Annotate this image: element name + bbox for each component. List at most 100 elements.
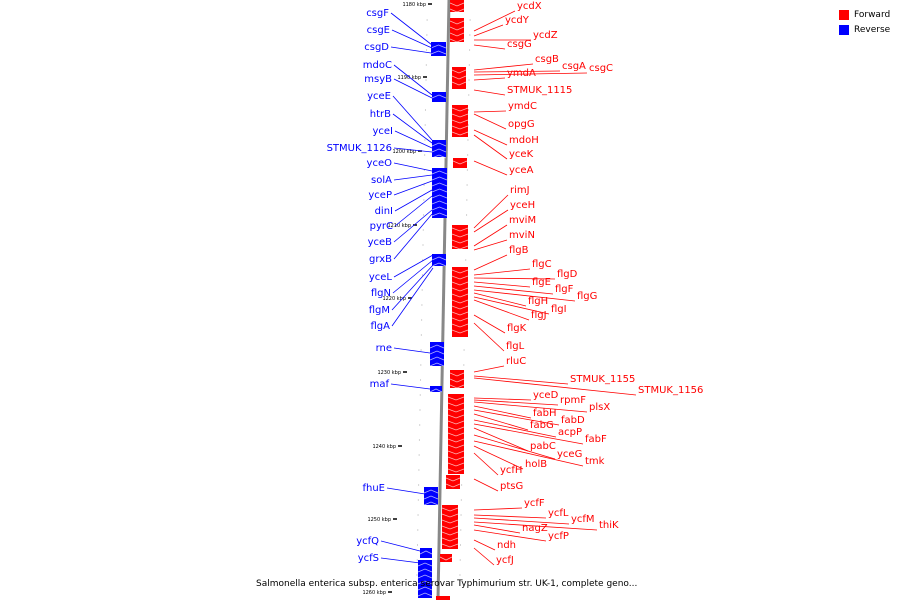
reverse-gene-label[interactable]: fhuE [362,483,385,494]
forward-gene-label[interactable]: ptsG [500,481,523,492]
reverse-gene-connector [391,264,434,311]
forward-gene-label[interactable]: ycfM [571,514,595,525]
forward-gene-label[interactable]: ycdZ [533,30,558,41]
forward-gene-label[interactable]: fabG [530,420,554,431]
forward-gene-label[interactable]: yceG [557,449,582,460]
forward-gene-label[interactable]: ycfF [524,498,545,509]
forward-gene-label[interactable]: ycdX [517,1,542,12]
forward-gene-label[interactable]: ycdY [505,15,530,26]
forward-gene-label[interactable]: csgG [507,39,532,50]
forward-gene-label[interactable]: yceH [510,200,535,211]
reverse-gene-label[interactable]: dinI [375,206,393,217]
forward-gene-block-chevron [447,426,465,431]
tick-label: 1230 kbp [377,370,401,376]
forward-gene-block-chevron [447,420,465,425]
forward-gene-block-chevron [447,444,465,449]
reverse-gene-label[interactable]: htrB [370,109,391,120]
forward-gene-label[interactable]: mdoH [509,135,539,146]
forward-gene-label[interactable]: STMUK_1156 [638,385,703,396]
forward-gene-label[interactable]: flgG [577,291,597,302]
forward-gene-label[interactable]: STMUK_1115 [507,85,572,96]
forward-gene-label[interactable]: flgK [507,323,527,334]
forward-gene-label[interactable]: csgB [535,54,559,65]
forward-gene-label[interactable]: ymdA [507,68,536,79]
forward-gene-label[interactable]: rpmF [560,395,586,406]
forward-gene-label[interactable]: ycfJ [496,555,514,566]
reverse-gene-label[interactable]: solA [371,175,392,186]
forward-gene-label[interactable]: nagZ [522,523,548,534]
forward-gene-label[interactable]: ycfH [500,465,522,476]
forward-gene-label[interactable]: flgJ [531,310,547,321]
reverse-gene-labels: csgF csgE csgD mdoC msyB yceE htrB yceI STMUK_11… [327,8,434,564]
reverse-gene-connector [391,29,433,49]
forward-gene-label[interactable]: thiK [599,520,619,531]
reverse-gene-label[interactable]: STMUK_1126 [327,143,392,154]
reverse-gene-label[interactable]: ycfQ [356,536,379,547]
forward-gene-label[interactable]: flgF [555,284,574,295]
forward-gene-connector [473,70,561,73]
forward-gene-label[interactable]: flgI [551,304,567,315]
reverse-gene-label[interactable]: csgD [364,42,389,53]
forward-gene-label[interactable]: flgL [506,341,525,352]
reverse-gene-label[interactable]: maf [370,379,390,390]
reverse-gene-label[interactable]: flgA [371,321,391,332]
reverse-gene-connector [394,195,433,227]
forward-gene-label[interactable]: flgE [532,277,551,288]
forward-gene-label[interactable]: pabC [530,441,556,452]
forward-gene-block-chevron [445,483,461,488]
forward-gene-block [440,554,452,562]
reverse-gene-label[interactable]: yceL [369,272,393,283]
reverse-gene-label[interactable]: mdoC [363,60,392,71]
reverse-gene-label[interactable]: pyrC [370,221,393,232]
forward-gene-connector [473,224,508,247]
forward-gene-label[interactable]: ycfP [548,531,569,542]
forward-gene-label[interactable]: flgB [509,245,529,256]
forward-gene-label[interactable]: ymdC [508,101,537,112]
forward-gene-label[interactable]: rluC [506,356,526,367]
reverse-gene-label[interactable]: flgM [369,305,390,316]
reverse-gene-label[interactable]: yceP [368,190,392,201]
reverse-gene-label[interactable]: csgE [367,25,390,36]
forward-gene-label[interactable]: ndh [497,540,516,551]
forward-gene-label[interactable]: holB [525,459,547,470]
reverse-gene-label[interactable]: grxB [369,254,392,265]
reverse-gene-label[interactable]: yceE [367,91,391,102]
forward-gene-label[interactable]: yceD [533,390,559,401]
forward-gene-label[interactable]: mviM [509,215,536,226]
reverse-gene-label[interactable]: ycfS [358,553,379,564]
forward-gene-label[interactable]: fabH [533,408,557,419]
forward-gene-label[interactable]: STMUK_1155 [570,374,635,385]
forward-gene-label[interactable]: flgD [557,269,578,280]
reverse-gene-connector [392,95,433,141]
tick-label: 1200 kbp [392,149,416,155]
reverse-gene-label[interactable]: yceO [367,158,393,169]
reverse-gene-label[interactable]: csgF [366,8,389,19]
forward-gene-label[interactable]: csgC [589,63,613,74]
forward-gene-label[interactable]: acpP [558,427,582,438]
forward-gene-label[interactable]: flgC [532,259,552,270]
reverse-gene-label[interactable]: yceI [372,126,393,137]
forward-gene-label[interactable]: opgG [508,119,535,130]
reverse-gene-label[interactable]: msyB [364,74,392,85]
forward-gene-block-chevron [451,293,469,298]
forward-gene-label[interactable]: mviN [509,230,535,241]
reverse-gene-label[interactable]: flgN [371,288,391,299]
reverse-gene-label[interactable]: yceB [368,237,393,248]
forward-gene-label[interactable]: fabD [561,415,585,426]
reverse-gene-label[interactable]: rne [376,343,392,354]
forward-gene-label[interactable]: yceA [509,165,534,176]
forward-gene-connector [473,547,495,566]
forward-gene-label[interactable]: yceK [509,149,534,160]
forward-gene-label[interactable]: flgH [528,296,548,307]
forward-gene-label[interactable]: csgA [562,61,586,72]
forward-gene-label[interactable]: plsX [589,402,610,413]
reverse-gene-block-chevron [431,200,448,205]
forward-gene-label[interactable]: rimJ [510,185,530,196]
forward-gene-label[interactable]: ycfL [548,508,569,519]
forward-gene-block-chevron [439,556,453,561]
forward-gene-label[interactable]: fabF [585,434,607,445]
forward-gene-block-chevron [451,329,469,334]
reverse-gene-block-chevron [429,344,445,349]
forward-gene-label[interactable]: tmk [585,456,605,467]
